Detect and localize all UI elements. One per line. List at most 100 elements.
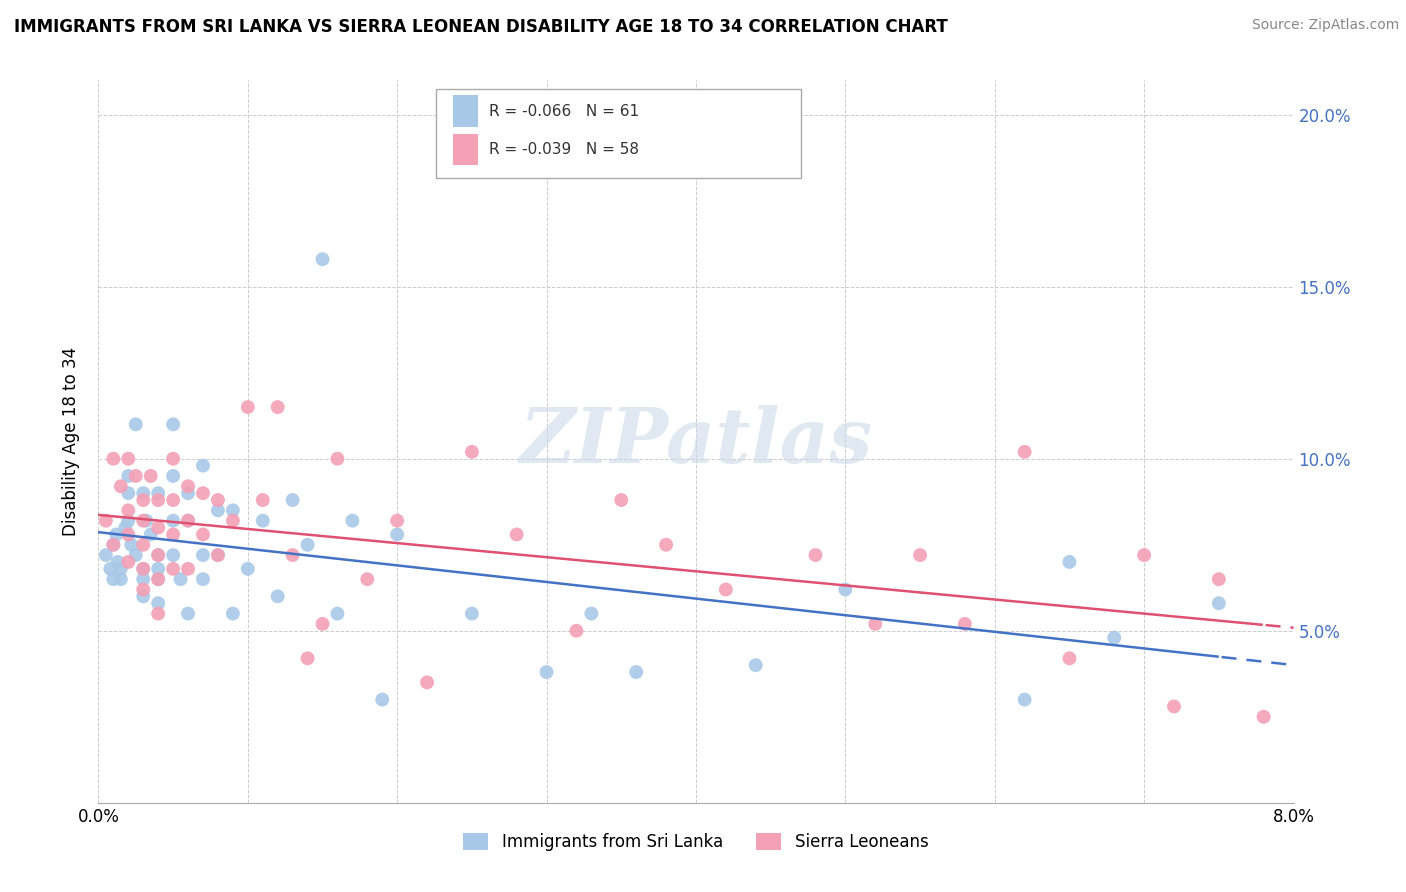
Point: [1133, 548, 1156, 562]
Point: [125, 469, 148, 483]
Point: [714, 582, 737, 597]
Point: [565, 624, 588, 638]
Point: [311, 252, 333, 267]
Point: [139, 527, 162, 541]
Point: [297, 651, 319, 665]
Point: [162, 527, 184, 541]
Point: [236, 562, 259, 576]
Point: [162, 562, 184, 576]
Point: [117, 555, 139, 569]
Point: [207, 548, 229, 562]
Point: [356, 572, 378, 586]
Point: [117, 503, 139, 517]
Point: [148, 548, 170, 562]
Point: [297, 538, 319, 552]
Text: Source: ZipAtlas.com: Source: ZipAtlas.com: [1251, 18, 1399, 32]
Point: [98, 562, 122, 576]
Point: [117, 451, 139, 466]
Point: [581, 607, 603, 621]
Point: [610, 493, 633, 508]
Point: [191, 572, 214, 586]
Point: [191, 548, 214, 562]
Point: [103, 538, 125, 552]
Point: [834, 582, 856, 597]
Point: [162, 469, 184, 483]
Point: [107, 555, 129, 569]
Point: [326, 607, 349, 621]
Point: [103, 572, 125, 586]
Point: [110, 479, 132, 493]
Point: [177, 514, 200, 528]
Point: [110, 562, 132, 576]
Point: [132, 514, 155, 528]
Point: [135, 514, 157, 528]
Point: [461, 445, 484, 459]
Point: [385, 514, 409, 528]
Point: [536, 665, 558, 679]
Point: [103, 538, 125, 552]
Point: [148, 562, 170, 576]
Point: [162, 548, 184, 562]
Point: [117, 469, 139, 483]
Point: [281, 548, 304, 562]
Point: [1059, 555, 1081, 569]
Point: [1059, 651, 1081, 665]
Point: [252, 493, 274, 508]
Point: [148, 520, 170, 534]
Point: [207, 548, 229, 562]
Point: [267, 400, 290, 414]
Point: [207, 493, 229, 508]
Point: [110, 572, 132, 586]
Text: IMMIGRANTS FROM SRI LANKA VS SIERRA LEONEAN DISABILITY AGE 18 TO 34 CORRELATION : IMMIGRANTS FROM SRI LANKA VS SIERRA LEON…: [14, 18, 948, 36]
Point: [252, 514, 274, 528]
Point: [222, 514, 245, 528]
Point: [120, 538, 142, 552]
Point: [416, 675, 439, 690]
Point: [148, 548, 170, 562]
Point: [191, 486, 214, 500]
Point: [222, 607, 245, 621]
Point: [326, 451, 349, 466]
Point: [1208, 572, 1230, 586]
Point: [236, 400, 259, 414]
Point: [281, 493, 304, 508]
Text: R = -0.066   N = 61: R = -0.066 N = 61: [489, 103, 640, 119]
Point: [114, 520, 136, 534]
Text: ZIPatlas: ZIPatlas: [519, 405, 873, 478]
Point: [117, 514, 139, 528]
Point: [132, 590, 155, 604]
Point: [148, 596, 170, 610]
Point: [461, 607, 484, 621]
Point: [953, 616, 976, 631]
Point: [626, 665, 648, 679]
Legend: Immigrants from Sri Lanka, Sierra Leoneans: Immigrants from Sri Lanka, Sierra Leonea…: [456, 825, 936, 860]
Point: [177, 514, 200, 528]
Point: [169, 572, 191, 586]
Point: [655, 538, 678, 552]
Point: [1014, 692, 1036, 706]
Point: [865, 616, 887, 631]
Point: [139, 469, 162, 483]
Point: [177, 486, 200, 500]
Point: [117, 527, 139, 541]
Y-axis label: Disability Age 18 to 34: Disability Age 18 to 34: [62, 347, 80, 536]
Point: [125, 417, 148, 432]
Point: [1014, 445, 1036, 459]
Point: [132, 538, 155, 552]
Point: [162, 451, 184, 466]
Point: [132, 562, 155, 576]
Point: [132, 572, 155, 586]
Point: [506, 527, 529, 541]
Point: [94, 548, 117, 562]
Point: [177, 562, 200, 576]
Point: [148, 607, 170, 621]
Point: [191, 527, 214, 541]
Point: [132, 582, 155, 597]
Point: [132, 493, 155, 508]
Point: [132, 486, 155, 500]
Point: [342, 514, 364, 528]
Point: [1253, 710, 1275, 724]
Point: [191, 458, 214, 473]
Point: [1163, 699, 1185, 714]
Point: [207, 503, 229, 517]
